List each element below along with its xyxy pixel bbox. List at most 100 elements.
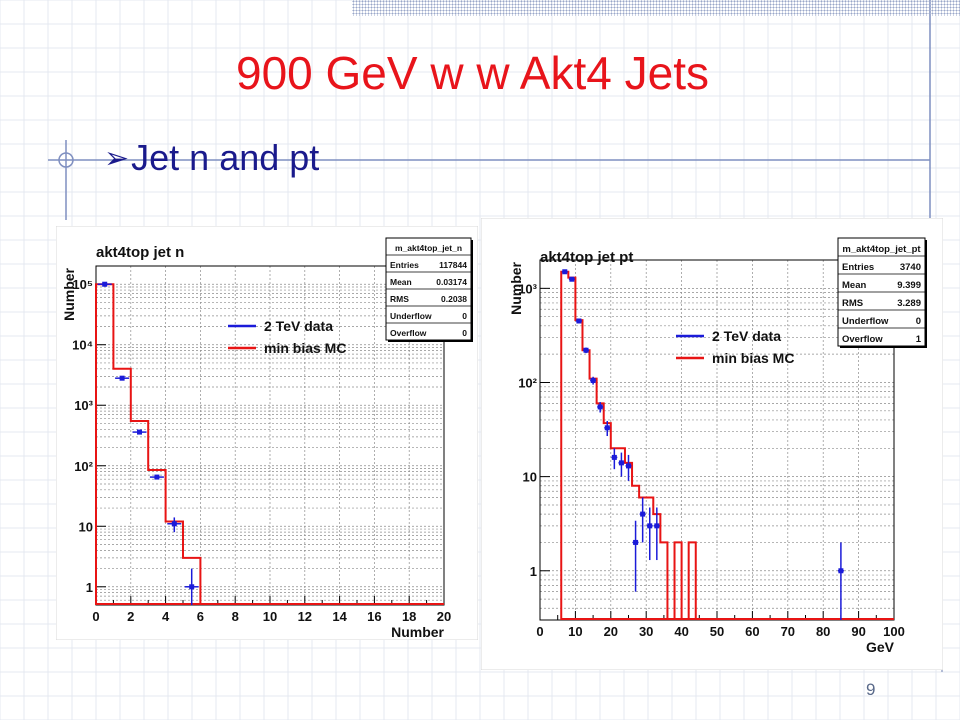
x-tick-label: 30	[639, 624, 653, 639]
data-marker	[562, 269, 568, 275]
data-marker	[576, 318, 582, 324]
stats-row-value: 1	[916, 334, 922, 345]
grid-lines	[539, 259, 895, 621]
data-marker	[618, 460, 624, 466]
stats-box: m_akt4top_jet_n Entries 117844 Mean 0.03174 R…	[385, 237, 473, 342]
data-point	[97, 281, 112, 287]
data-marker	[626, 463, 631, 469]
data-point	[583, 347, 590, 354]
corner-dot-pattern	[352, 0, 960, 16]
legend-label: 2 TeV data	[712, 328, 781, 344]
data-point	[184, 568, 199, 605]
data-marker	[647, 523, 653, 529]
legend-label: min bias MC	[264, 340, 346, 356]
data-marker	[189, 584, 195, 590]
stats-row-label: Mean	[390, 277, 412, 287]
bullet-item: ➢ Jet n and pt	[104, 136, 319, 180]
jet-pt-histogram: 0 10 20 30 40 50 60 70 80 90 100 1 10 10² 10³ GeV Number…	[481, 218, 943, 670]
stats-row-label: RMS	[842, 298, 863, 309]
x-tick-label: 10	[568, 624, 582, 639]
legend: 2 TeV data min bias MC	[228, 318, 346, 356]
data-point	[115, 375, 130, 381]
stats-row-label: Underflow	[390, 311, 432, 321]
data-point	[590, 376, 597, 385]
rule-ring	[58, 152, 74, 168]
stats-box-name: m_akt4top_jet_n	[395, 243, 462, 253]
y-axis-label: Number	[508, 261, 524, 314]
stats-row-value: 0.2038	[441, 294, 467, 304]
data-point	[597, 402, 604, 413]
arrow-bullet-icon: ➢	[104, 140, 130, 176]
x-tick-label: 80	[816, 624, 830, 639]
x-tick-label: 90	[851, 624, 865, 639]
jet-n-histogram: 0 2 4 6 8 10 12 14 16 18 20 1 10 10² 10³ 10⁴ 10⁵ Number Nu…	[56, 226, 478, 640]
stats-row-label: Overflow	[390, 328, 427, 338]
stats-row-value: 3740	[900, 262, 921, 273]
data-marker	[171, 521, 177, 527]
page-number: 9	[866, 680, 876, 699]
stats-row-label: Entries	[390, 260, 419, 270]
stats-row-label: Overflow	[842, 334, 883, 345]
plot-title: akt4top jet pt	[540, 249, 633, 266]
y-tick-label: 10³	[518, 281, 537, 296]
y-tick-label: 10²	[74, 459, 93, 474]
data-point	[837, 542, 844, 620]
data-marker	[640, 511, 646, 517]
legend-label: 2 TeV data	[264, 318, 333, 334]
data-point	[568, 276, 575, 282]
y-tick-label: 10	[523, 470, 537, 485]
stats-row-value: 0	[916, 316, 921, 327]
data-marker	[654, 523, 660, 529]
data-point	[632, 520, 639, 592]
x-tick-label: 8	[232, 609, 239, 624]
data-point	[639, 497, 646, 543]
x-tick-label: 10	[263, 609, 277, 624]
y-tick-label: 10²	[518, 375, 537, 390]
data-marker	[102, 281, 108, 287]
axes: 0 10 20 30 40 50 60 70 80 90 10011010²10³GeVNumber…	[508, 249, 905, 655]
stats-row-label: RMS	[390, 294, 409, 304]
y-tick-label: 10⁴	[72, 338, 93, 353]
x-tick-label: 18	[402, 609, 416, 624]
stats-row-value: 0	[462, 311, 467, 321]
x-tick-label: 60	[745, 624, 759, 639]
jet-pt-histogram-canvas: 0 10 20 30 40 50 60 70 80 90 10011010²10³GeVNumber…	[481, 218, 943, 670]
x-tick-label: 16	[367, 609, 381, 624]
data-point	[561, 269, 568, 275]
x-tick-label: 20	[437, 609, 451, 624]
data-marker	[583, 347, 589, 353]
data-point	[604, 420, 611, 437]
axes: 0 2 4 6 8 10 12 14 16 18 2011010²10³10⁴10⁵NumberNu…	[61, 244, 451, 640]
data-marker	[611, 454, 617, 460]
stats-box-name: m_akt4top_jet_pt	[842, 244, 921, 255]
data-point	[575, 318, 582, 324]
x-tick-label: 6	[197, 609, 204, 624]
data-marker	[838, 568, 844, 574]
data-point	[611, 448, 618, 470]
stats-box: m_akt4top_jet_pt Entries 3740 Mean 9.399 RMS 3…	[837, 237, 927, 348]
data-marker	[597, 404, 603, 410]
data-marker	[633, 539, 639, 545]
stats-row-label: Mean	[842, 280, 866, 291]
legend-label: min bias MC	[712, 350, 794, 366]
data-point	[132, 429, 147, 435]
x-tick-label: 70	[781, 624, 795, 639]
bullet-text: Jet n and pt	[131, 137, 320, 178]
data-marker	[137, 429, 142, 435]
data-marker	[119, 375, 125, 381]
legend: 2 TeV data min bias MC	[676, 328, 794, 366]
data-point	[618, 452, 625, 477]
stats-row-value: 0	[462, 328, 467, 338]
x-tick-label: 50	[710, 624, 724, 639]
data-marker	[154, 474, 160, 480]
stats-row-value: 117844	[439, 260, 467, 270]
mc-histogram-line	[560, 270, 697, 620]
mc-histogram-line	[95, 283, 202, 605]
y-tick-label: 1	[86, 580, 93, 595]
y-tick-label: 10⁵	[72, 277, 93, 292]
data-point	[646, 507, 653, 561]
x-tick-label: 100	[883, 624, 905, 639]
stats-row-label: Underflow	[842, 316, 889, 327]
jet-n-histogram-canvas: 0 2 4 6 8 10 12 14 16 18 2011010²10³10⁴10⁵NumberNu…	[56, 226, 478, 640]
data-marker	[590, 377, 596, 383]
